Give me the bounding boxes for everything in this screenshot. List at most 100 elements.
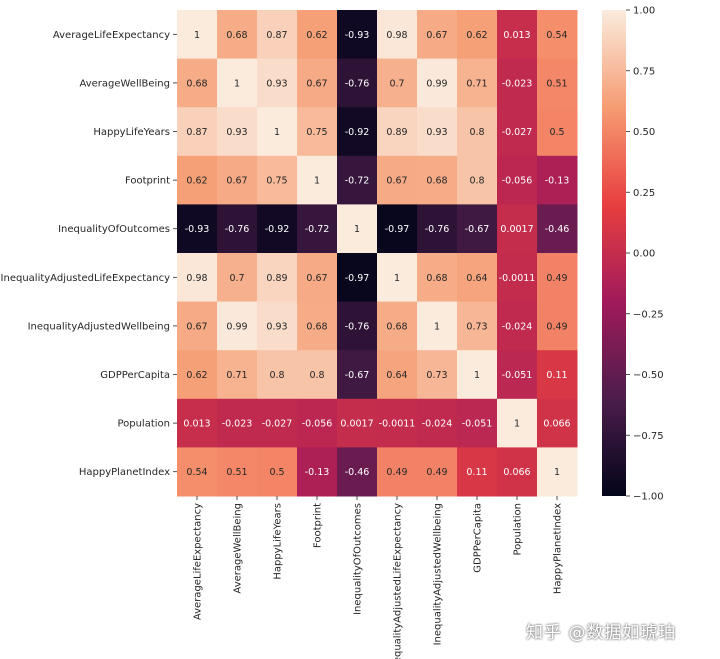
cell-value-label: 0.93: [266, 321, 287, 332]
cell-value-label: 0.67: [306, 78, 327, 89]
heatmap-cell: [377, 155, 418, 205]
heatmap-cell: [257, 58, 298, 108]
cell-value-label: 0.51: [546, 78, 567, 89]
cell-value-label: 0.54: [186, 467, 207, 478]
cell-value-label: 1: [354, 224, 360, 235]
cell-value-label: 1: [274, 127, 280, 138]
heatmap-cell: [417, 301, 458, 351]
cell-value-label: 0.8: [469, 127, 484, 138]
cell-value-label: 0.62: [186, 176, 207, 187]
cell-value-label: 0.71: [466, 78, 487, 89]
cell-value-label: -0.93: [345, 30, 370, 41]
cell-value-label: -0.027: [502, 127, 533, 138]
colorbar-tick-label: 0.75: [633, 66, 655, 77]
heatmap-cell: [417, 398, 458, 448]
colorbar-tick-label: 0.25: [633, 188, 655, 199]
heatmap-cell: [497, 447, 538, 497]
heatmap-cell: [257, 10, 298, 60]
heatmap-cell: [257, 155, 298, 205]
cell-value-label: 0.98: [186, 273, 207, 284]
cell-value-label: -0.97: [345, 273, 370, 284]
heatmap-cell: [417, 350, 458, 400]
cell-value-label: 0.8: [269, 370, 284, 381]
heatmap-cell: [417, 58, 458, 108]
heatmap-cell: [297, 107, 338, 157]
heatmap-cell: [417, 447, 458, 497]
heatmap-cell: [417, 107, 458, 157]
heatmap-cell: [377, 350, 418, 400]
cell-value-label: 0.0017: [500, 224, 533, 235]
cell-value-label: 0.75: [306, 127, 327, 138]
cell-value-label: 0.98: [386, 30, 407, 41]
heatmap-cell: [337, 155, 378, 205]
y-tick-label: AverageWellBeing: [79, 78, 170, 89]
cell-value-label: 0.93: [266, 78, 287, 89]
heatmap-cell: [457, 253, 498, 303]
cell-value-label: 0.51: [226, 467, 247, 478]
cell-value-label: 0.11: [546, 370, 567, 381]
cell-value-label: -0.051: [502, 370, 533, 381]
heatmap-cell: [537, 447, 578, 497]
heatmap-cell: [297, 350, 338, 400]
heatmap-cell: [257, 253, 298, 303]
heatmap-cell: [377, 58, 418, 108]
cell-value-label: 1: [474, 370, 480, 381]
heatmap-cell: [497, 253, 538, 303]
cell-value-label: 0.013: [183, 419, 210, 430]
cell-value-label: 0.67: [226, 176, 247, 187]
heatmap-cell: [337, 58, 378, 108]
cell-value-label: 0.066: [503, 467, 530, 478]
heatmap-cell: [297, 58, 338, 108]
heatmap-cell: [337, 398, 378, 448]
x-tick-label: GDPPerCapita: [473, 503, 484, 573]
cell-value-label: 0.93: [426, 127, 447, 138]
cell-value-label: -0.72: [305, 224, 330, 235]
heatmap-cell: [217, 398, 258, 448]
cell-value-label: -0.46: [545, 224, 570, 235]
heatmap-cell: [297, 253, 338, 303]
heatmap-cells: 1 0.68 0.87 0.62 -0.93 0.98 0.67 0.62 0.013 0.54 0…: [177, 10, 578, 497]
cell-value-label: -0.76: [345, 321, 370, 332]
cell-value-label: 0.89: [266, 273, 287, 284]
heatmap-cell: [417, 10, 458, 60]
heatmap-cell: [377, 398, 418, 448]
heatmap-cell: [217, 155, 258, 205]
x-tick-label: AverageLifeExpectancy: [193, 503, 204, 620]
heatmap-cell: [217, 301, 258, 351]
heatmap-cell: [177, 107, 218, 157]
heatmap-cell: [177, 155, 218, 205]
cell-value-label: 0.7: [229, 273, 244, 284]
heatmap-cell: [537, 155, 578, 205]
cell-value-label: 0.5: [549, 127, 564, 138]
cell-value-label: -0.67: [465, 224, 490, 235]
cell-value-label: 0.71: [226, 370, 247, 381]
heatmap-cell: [177, 253, 218, 303]
cell-value-label: 0.0017: [340, 419, 373, 430]
cell-value-label: 0.54: [546, 30, 567, 41]
cell-value-label: -0.76: [225, 224, 250, 235]
heatmap-cell: [537, 398, 578, 448]
cell-value-label: 0.11: [466, 467, 487, 478]
cell-value-label: 0.49: [386, 467, 407, 478]
colorbar-tick-label: −0.50: [633, 370, 664, 381]
heatmap-cell: [537, 107, 578, 157]
cell-value-label: 0.73: [466, 321, 487, 332]
heatmap-cell: [257, 447, 298, 497]
heatmap-cell: [337, 253, 378, 303]
heatmap-cell: [457, 58, 498, 108]
x-tick-label: HappyLifeYears: [273, 503, 284, 580]
heatmap-cell: [337, 204, 378, 254]
heatmap-cell: [377, 301, 418, 351]
cell-value-label: 0.62: [186, 370, 207, 381]
heatmap-cell: [177, 10, 218, 60]
colorbar-tick-label: 0.50: [633, 127, 655, 138]
colorbar-tick-label: −0.75: [633, 431, 664, 442]
cell-value-label: -0.72: [345, 176, 370, 187]
y-tick-label: Footprint: [125, 176, 170, 187]
colorbar-tick-label: 0.00: [633, 249, 655, 260]
cell-value-label: 0.68: [426, 176, 447, 187]
heatmap-cell: [297, 155, 338, 205]
cell-value-label: -0.97: [385, 224, 410, 235]
x-tick-label: InequalityAdjustedWellbeing: [433, 503, 444, 645]
cell-value-label: 0.7: [389, 78, 404, 89]
